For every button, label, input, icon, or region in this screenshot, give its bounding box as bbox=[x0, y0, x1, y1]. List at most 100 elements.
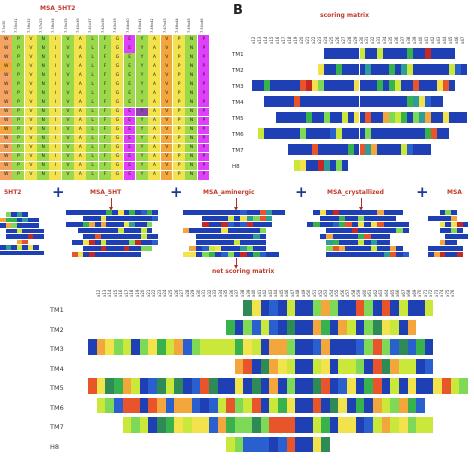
residue-letter: F bbox=[103, 145, 107, 151]
heat-cell bbox=[100, 234, 107, 239]
heat-cell bbox=[269, 319, 278, 335]
heat-cell bbox=[122, 397, 132, 413]
heat-cell bbox=[152, 234, 158, 239]
msa-cell bbox=[160, 53, 173, 62]
msa-cell bbox=[49, 71, 62, 80]
heat-cell bbox=[16, 245, 22, 250]
msa-cell bbox=[172, 107, 185, 117]
arrow-down-icon bbox=[359, 198, 363, 211]
heat-cell bbox=[234, 210, 241, 215]
msa-cell bbox=[185, 53, 198, 62]
heat-cell bbox=[94, 252, 101, 257]
heat-cell bbox=[431, 128, 438, 139]
heat-cell bbox=[358, 210, 365, 215]
heat-cell bbox=[299, 160, 306, 171]
residue-letter: Y bbox=[140, 163, 144, 169]
heat-cell bbox=[312, 436, 322, 452]
heat-cell bbox=[117, 216, 124, 221]
residue-letter: V bbox=[165, 72, 169, 78]
heat-cell bbox=[377, 112, 384, 123]
residue-letter: N bbox=[41, 127, 45, 133]
panel-b-col-header: x37 bbox=[400, 36, 406, 44]
residue-letter: N bbox=[189, 109, 194, 114]
panel-a-col-header: 7.35x31 bbox=[14, 18, 19, 33]
heat-cell bbox=[439, 228, 446, 233]
heat-cell bbox=[451, 246, 457, 251]
heat-cell bbox=[113, 397, 123, 413]
heat-cell bbox=[240, 246, 247, 251]
panel-a-col-header: 7.40x36 bbox=[76, 18, 81, 33]
heat-cell bbox=[33, 217, 39, 222]
residue-letter: P bbox=[177, 99, 181, 105]
heat-cell bbox=[146, 234, 153, 239]
msa-cell bbox=[86, 107, 99, 117]
heat-cell bbox=[252, 358, 261, 374]
residue-letter: W bbox=[3, 99, 9, 105]
residue-letter: P bbox=[177, 109, 181, 114]
heat-cell bbox=[347, 112, 354, 123]
heat-cell bbox=[383, 48, 390, 59]
heat-cell bbox=[183, 397, 192, 413]
heat-cell bbox=[323, 48, 330, 59]
heat-cell bbox=[377, 96, 384, 107]
heat-cell bbox=[371, 64, 378, 75]
heat-cell bbox=[407, 319, 417, 335]
heat-cell bbox=[240, 216, 247, 221]
msa-cell bbox=[135, 53, 148, 62]
heat-cell bbox=[439, 252, 446, 257]
panel-c-col-header: x20 bbox=[140, 289, 146, 297]
residue-letter: A bbox=[78, 118, 82, 124]
heat-cell bbox=[257, 128, 264, 139]
heat-cell bbox=[431, 80, 438, 91]
heat-cell bbox=[269, 128, 276, 139]
msa-cell bbox=[0, 53, 12, 62]
heat-cell bbox=[389, 222, 397, 227]
heat-cell bbox=[341, 112, 348, 123]
panel-c-row-label: TM7 bbox=[50, 423, 64, 431]
residue-letter: I bbox=[54, 118, 57, 124]
heat-cell bbox=[395, 112, 402, 123]
heat-cell bbox=[402, 222, 409, 227]
residue-letter: N bbox=[41, 136, 45, 142]
residue-letter: V bbox=[29, 118, 33, 124]
residue-letter: A bbox=[78, 36, 82, 42]
heat-cell bbox=[424, 300, 434, 316]
heat-cell bbox=[299, 144, 306, 155]
residue-letter: V bbox=[29, 127, 33, 133]
msa-cell bbox=[135, 80, 148, 89]
heat-cell bbox=[383, 80, 390, 91]
heat-cell bbox=[407, 48, 414, 59]
heat-cell bbox=[208, 339, 218, 355]
panel-c-col-header: x42 bbox=[262, 289, 268, 297]
heat-cell bbox=[5, 212, 11, 217]
residue-letter: V bbox=[66, 145, 70, 151]
heat-cell bbox=[364, 417, 373, 433]
heat-cell bbox=[269, 300, 278, 316]
panel-b-letter: B bbox=[233, 3, 243, 18]
heat-cell bbox=[260, 417, 270, 433]
heat-cell bbox=[146, 240, 153, 245]
heat-cell bbox=[89, 216, 95, 221]
msa-cell bbox=[135, 161, 148, 171]
residue-letter: P bbox=[202, 163, 206, 169]
heat-cell bbox=[358, 240, 365, 245]
msa-cell bbox=[185, 89, 198, 98]
residue-letter: L bbox=[91, 54, 94, 60]
msa-cell bbox=[111, 62, 124, 71]
heat-cell bbox=[275, 112, 282, 123]
msa-cell bbox=[123, 89, 136, 98]
heat-cell bbox=[260, 300, 270, 316]
residue-letter: G bbox=[115, 136, 120, 142]
residue-letter: N bbox=[41, 118, 45, 124]
heat-cell bbox=[252, 436, 261, 452]
msa-cell bbox=[98, 71, 111, 80]
heat-cell bbox=[11, 234, 17, 239]
heat-cell bbox=[129, 216, 135, 221]
heat-cell bbox=[371, 128, 378, 139]
panel-c-col-header: x51 bbox=[312, 289, 317, 297]
msa-cell bbox=[24, 80, 37, 89]
heat-cell bbox=[100, 210, 107, 215]
heat-cell bbox=[439, 246, 446, 251]
heat-cell bbox=[312, 358, 322, 374]
msa-cell bbox=[197, 62, 210, 71]
